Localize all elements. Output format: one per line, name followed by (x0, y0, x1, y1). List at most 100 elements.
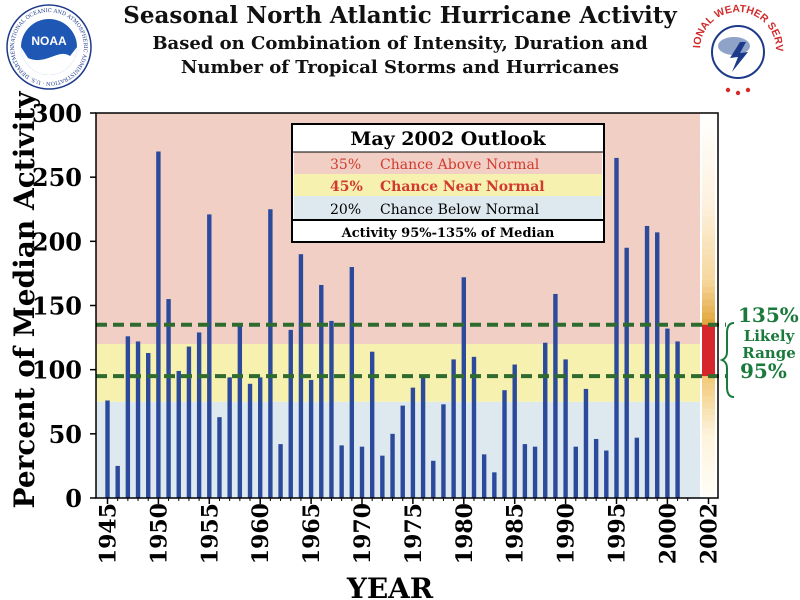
bar-1989 (553, 293, 558, 498)
forecast-gradient-segment (702, 472, 715, 480)
bar-1985 (512, 364, 517, 498)
forecast-gradient-segment (702, 453, 715, 460)
outlook-below-pct: 20% (330, 202, 361, 218)
bar-1950 (156, 151, 161, 498)
y-tick-label: 200 (32, 227, 82, 256)
forecast-gradient-segment (702, 279, 715, 287)
forecast-gradient-segment (702, 267, 715, 274)
forecast-gradient-segment (702, 408, 715, 416)
bar-1966 (319, 284, 324, 498)
forecast-gradient-segment (702, 228, 715, 236)
forecast-gradient-segment (702, 183, 715, 191)
bar-1945 (105, 400, 110, 498)
forecast-gradient-segment (702, 234, 715, 242)
outlook-above-label: Chance Above Normal (380, 157, 540, 173)
x-tick-label: 1970 (350, 503, 376, 564)
outlook-above-pct: 35% (330, 157, 361, 173)
bar-1970 (359, 446, 365, 498)
bar-1993 (593, 438, 599, 498)
bar-1946 (115, 465, 120, 498)
bar-1996 (624, 247, 629, 498)
bar-1967 (329, 320, 334, 498)
bar-1955 (207, 214, 212, 498)
bar-1973 (390, 433, 395, 498)
outlook-title: May 2002 Outlook (350, 128, 546, 150)
y-axis-label: Percent of Median Activity (8, 91, 41, 509)
forecast-gradient-segment (702, 382, 715, 390)
forecast-gradient-segment (702, 388, 715, 396)
bar-1998 (644, 225, 650, 498)
bar-1965 (308, 379, 314, 498)
forecast-gradient-segment (702, 485, 715, 493)
bar-1951 (166, 299, 171, 498)
bar-1972 (380, 455, 385, 498)
bar-1975 (410, 387, 416, 498)
outlook-near-pct: 45% (330, 179, 363, 195)
chart-subtitle-line-2: Number of Tropical Storms and Hurricanes (180, 57, 620, 78)
likely-range-upper: 135% (738, 303, 799, 327)
bar-1999 (655, 232, 660, 498)
bar-2000 (665, 328, 670, 498)
x-tick-label: 2002 (697, 503, 723, 564)
y-tick-label: 150 (32, 292, 82, 321)
bar-1994 (604, 450, 609, 498)
band-below-normal (96, 401, 700, 498)
forecast-gradient-segment (702, 157, 715, 165)
forecast-gradient-segment (702, 164, 715, 172)
outlook-below-row (294, 196, 602, 220)
bar-1948 (135, 341, 141, 498)
forecast-gradient-segment (702, 177, 715, 185)
bar-1953 (186, 346, 192, 498)
forecast-gradient-segment (702, 260, 715, 268)
forecast-gradient-segment (702, 311, 715, 319)
forecast-gradient-segment (702, 433, 715, 441)
bar-1954 (196, 332, 202, 498)
forecast-gradient-segment (702, 299, 715, 306)
bar-1963 (288, 329, 293, 498)
outlook-below-label: Chance Below Normal (380, 202, 540, 218)
chart-subtitle-line-1: Based on Combination of Intensity, Durat… (152, 33, 648, 54)
nws-logo-icon: NATIONAL WEATHER SERVICE (690, 2, 785, 96)
bar-1986 (522, 444, 528, 498)
bar-1960 (258, 377, 263, 498)
x-tick-label: 1975 (401, 503, 427, 564)
bar-1997 (634, 437, 640, 498)
forecast-gradient-segment (702, 145, 715, 152)
bar-1978 (441, 404, 446, 498)
forecast-gradient-segment (702, 427, 715, 435)
x-tick-label: 1955 (197, 503, 223, 564)
bar-2001 (675, 341, 680, 498)
forecast-gradient-segment (702, 241, 715, 249)
bar-1976 (420, 374, 426, 498)
forecast-gradient-segment (702, 273, 715, 281)
forecast-gradient-segment (702, 292, 715, 300)
forecast-gradient-segment (702, 125, 715, 133)
bar-1949 (146, 352, 151, 498)
bar-1956 (217, 417, 222, 498)
bar-1971 (369, 351, 375, 498)
forecast-gradient-segment (702, 170, 715, 178)
forecast-gradient-segment (702, 196, 715, 204)
forecast-gradient-segment (702, 113, 715, 120)
forecast-gradient-segment (702, 421, 715, 428)
y-tick-label: 300 (32, 99, 82, 128)
x-tick-label: 1945 (96, 503, 122, 564)
bar-1995 (614, 157, 619, 498)
forecast-gradient-segment (702, 202, 715, 210)
x-tick-label: 1950 (146, 503, 172, 564)
bar-1977 (431, 460, 436, 498)
forecast-gradient-segment (702, 465, 715, 473)
bar-1983 (492, 472, 497, 498)
y-tick-label: 100 (32, 356, 82, 385)
forecast-gradient-segment (702, 401, 715, 409)
forecast-gradient-segment (702, 459, 715, 467)
forecast-gradient-segment (702, 215, 715, 223)
noaa-logo-text: NOAA (31, 34, 67, 48)
x-tick-label: 1980 (452, 503, 478, 564)
bar-1990 (563, 359, 568, 498)
bar-1981 (471, 356, 477, 498)
forecast-gradient-segment (702, 286, 715, 294)
x-tick-label: 1965 (299, 503, 325, 564)
forecast-gradient-segment (702, 190, 715, 197)
